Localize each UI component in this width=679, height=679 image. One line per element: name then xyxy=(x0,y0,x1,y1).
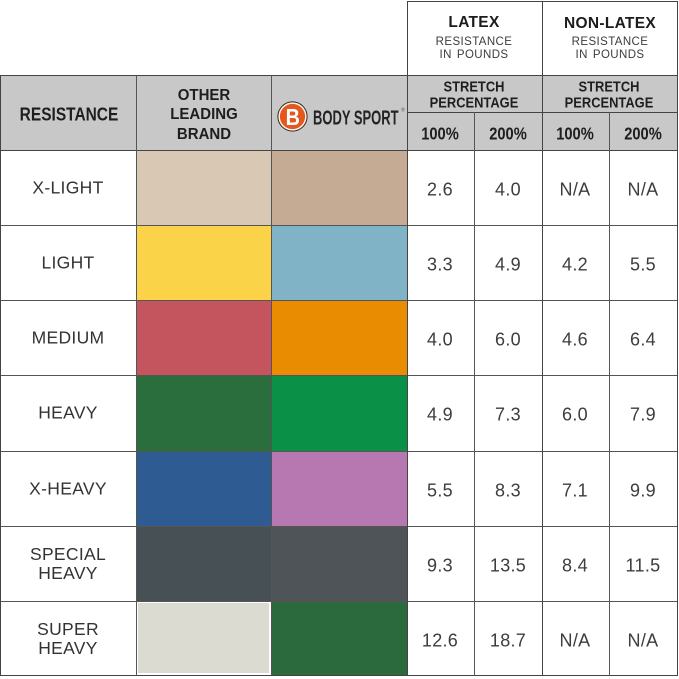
svg-text:®: ® xyxy=(401,107,405,114)
svg-text:BODY SPORT: BODY SPORT xyxy=(313,107,399,130)
svg-text:B: B xyxy=(286,104,300,131)
